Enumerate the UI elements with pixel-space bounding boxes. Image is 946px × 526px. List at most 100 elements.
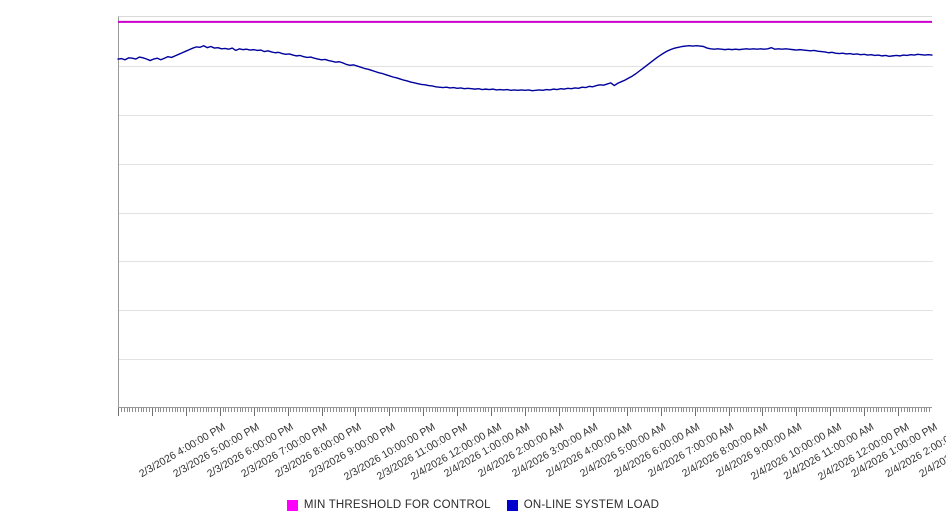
tick-minor	[881, 408, 883, 412]
tick-major	[185, 408, 187, 416]
tick-minor	[239, 408, 241, 412]
tick-minor	[561, 408, 563, 412]
tick-minor	[327, 408, 329, 412]
x-axis-tick-labels: 2/3/2026 4:00:00 PM 2/3/2026 5:00:00 PM 2/…	[0, 417, 946, 487]
tick-minor	[392, 408, 394, 412]
tick-minor	[799, 408, 801, 412]
tick-minor	[547, 408, 549, 412]
tick-minor	[397, 408, 399, 412]
tick-minor	[256, 408, 258, 412]
tick-minor	[666, 408, 668, 412]
tick-minor	[426, 408, 428, 412]
tick-minor	[183, 408, 184, 412]
tick-minor	[739, 408, 741, 412]
tick-minor	[431, 408, 433, 412]
gridline	[119, 66, 933, 67]
tick-minor	[188, 408, 190, 412]
tick-minor	[180, 408, 182, 412]
tick-minor	[878, 408, 880, 412]
tick-major	[118, 408, 119, 416]
tick-minor	[677, 408, 679, 412]
tick-minor	[903, 408, 905, 412]
tick-minor	[315, 408, 317, 412]
series-layer	[118, 16, 932, 407]
chart-legend: MIN THRESHOLD FOR CONTROL ON-LINE SYSTEM…	[0, 495, 946, 515]
tick-minor	[533, 408, 535, 412]
tick-minor	[700, 408, 702, 412]
tick-major	[660, 408, 662, 416]
tick-minor	[615, 408, 617, 412]
legend-swatch-icon	[506, 499, 518, 511]
tick-minor	[231, 408, 233, 412]
tick-minor	[437, 408, 439, 412]
tick-minor	[821, 408, 823, 412]
tick-minor	[428, 408, 430, 412]
tick-minor	[279, 408, 281, 412]
x-axis-line	[118, 407, 932, 408]
tick-minor	[609, 408, 611, 412]
tick-minor	[488, 408, 490, 412]
tick-minor	[448, 408, 450, 412]
tick-minor	[598, 408, 600, 412]
tick-minor	[372, 408, 374, 412]
tick-minor	[375, 408, 377, 412]
tick-minor	[332, 408, 334, 412]
gridline	[119, 213, 933, 214]
tick-minor	[194, 408, 196, 412]
tick-minor	[807, 408, 809, 412]
tick-minor	[770, 408, 772, 412]
tick-minor	[804, 408, 806, 412]
tick-major	[796, 408, 798, 416]
tick-minor	[225, 408, 227, 412]
tick-minor	[411, 408, 413, 412]
tick-minor	[276, 408, 278, 412]
tick-minor	[759, 408, 761, 412]
tick-minor	[570, 408, 572, 412]
tick-minor	[493, 408, 495, 412]
tick-minor	[793, 408, 795, 412]
tick-minor	[601, 408, 603, 412]
tick-minor	[146, 408, 148, 412]
tick-minor	[301, 408, 303, 412]
tick-minor	[400, 408, 402, 412]
tick-minor	[200, 408, 201, 412]
tick-major	[525, 408, 526, 416]
tick-minor	[358, 408, 360, 412]
gridline	[119, 261, 933, 262]
tick-major	[423, 408, 425, 416]
tick-minor	[335, 408, 337, 412]
tick-minor	[640, 408, 642, 412]
tick-minor	[838, 408, 840, 412]
tick-minor	[228, 408, 230, 412]
tick-minor	[451, 408, 453, 412]
tick-minor	[513, 408, 515, 412]
tick-minor	[338, 408, 340, 412]
tick-minor	[208, 408, 210, 412]
legend-item-min-threshold-for-control[interactable]: MIN THRESHOLD FOR CONTROL	[286, 499, 491, 511]
tick-major	[389, 408, 391, 416]
tick-minor	[344, 408, 346, 412]
tick-minor	[440, 408, 442, 412]
tick-minor	[711, 408, 713, 412]
tick-minor	[553, 408, 555, 412]
tick-minor	[680, 408, 682, 412]
tick-minor	[123, 408, 125, 412]
tick-minor	[674, 408, 676, 412]
tick-minor	[858, 408, 860, 412]
tick-major	[253, 408, 255, 416]
tick-minor	[544, 408, 546, 412]
legend-item-on-line-system-load[interactable]: ON-LINE SYSTEM LOAD	[506, 499, 659, 511]
tick-minor	[516, 408, 518, 412]
tick-major	[728, 408, 730, 416]
tick-minor	[505, 408, 507, 412]
tick-minor	[635, 408, 637, 412]
tick-minor	[567, 408, 569, 412]
tick-minor	[621, 408, 623, 412]
tick-minor	[284, 408, 286, 412]
tick-minor	[477, 408, 478, 412]
tick-minor	[479, 408, 481, 412]
tick-minor	[623, 408, 625, 412]
tick-minor	[875, 408, 877, 412]
tick-minor	[527, 408, 529, 412]
tick-minor	[171, 408, 173, 412]
